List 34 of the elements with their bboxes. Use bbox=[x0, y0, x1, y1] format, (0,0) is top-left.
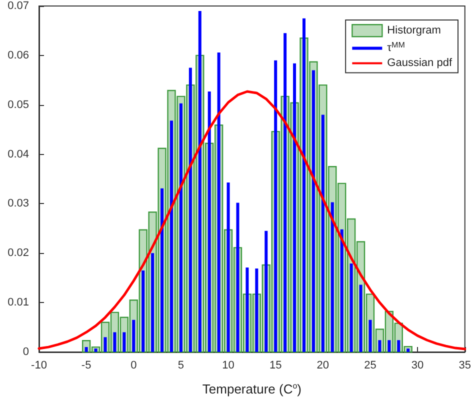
x-tick-label: 10 bbox=[222, 360, 234, 372]
bar bbox=[397, 340, 400, 352]
bar bbox=[359, 284, 362, 352]
x-tick-label: 20 bbox=[316, 360, 330, 372]
x-tick-label: 30 bbox=[411, 360, 424, 372]
bar bbox=[142, 270, 145, 352]
y-tick-label: 0.01 bbox=[8, 296, 29, 309]
x-tick-label: 5 bbox=[178, 360, 184, 372]
x-tick-label: 35 bbox=[458, 360, 472, 372]
y-tick-label: 0.06 bbox=[8, 49, 29, 62]
bar bbox=[122, 332, 126, 352]
x-tick-label: -5 bbox=[81, 360, 92, 372]
line-series bbox=[38, 90, 466, 350]
y-tick-label: 0.07 bbox=[8, 0, 29, 12]
y-tick-label: 0.05 bbox=[8, 98, 29, 111]
x-tick-label: 25 bbox=[364, 360, 376, 372]
bar bbox=[378, 340, 382, 352]
bar bbox=[113, 332, 116, 352]
bar bbox=[368, 320, 372, 352]
y-tick-label: 0.03 bbox=[8, 198, 29, 210]
legend-label: Historgram bbox=[387, 24, 441, 37]
x-tick-label: 15 bbox=[269, 360, 282, 372]
legend-label: Gaussian pdf bbox=[387, 57, 453, 70]
x-tick-label: -10 bbox=[31, 360, 47, 372]
bar bbox=[151, 253, 154, 352]
bar bbox=[104, 337, 107, 352]
y-tick-label: 0.04 bbox=[8, 148, 29, 160]
bar bbox=[388, 340, 391, 352]
bar bbox=[340, 229, 344, 352]
x-tick-label: 0 bbox=[130, 360, 137, 372]
y-tick-label: 0 bbox=[22, 346, 29, 358]
bar bbox=[132, 320, 136, 352]
y-tick-label: 0.02 bbox=[8, 247, 29, 260]
bar bbox=[350, 264, 353, 352]
